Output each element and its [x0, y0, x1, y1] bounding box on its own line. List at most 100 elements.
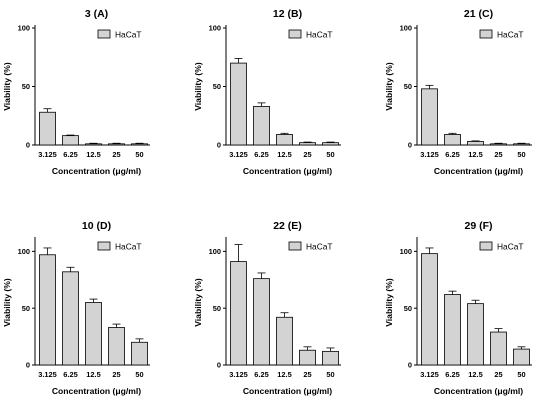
x-axis-label: Concentration (μg/ml) — [243, 386, 332, 396]
bar — [131, 143, 148, 146]
y-tick-label: 100 — [18, 24, 30, 33]
y-tick-label: 100 — [400, 24, 412, 33]
chart-title: 12 (B) — [273, 8, 302, 20]
x-axis-label: Concentration (μg/ml) — [434, 166, 523, 176]
x-tick-label: 3.125 — [420, 150, 439, 159]
y-tick-label: 50 — [213, 304, 221, 313]
bar — [276, 316, 293, 366]
bar — [421, 253, 438, 366]
bar — [444, 134, 461, 146]
x-tick-label: 50 — [135, 370, 143, 379]
x-tick-label: 6.25 — [63, 150, 77, 159]
bar — [299, 142, 316, 146]
bar — [421, 88, 438, 146]
y-tick-label: 50 — [404, 82, 412, 91]
x-axis-label: Concentration (μg/ml) — [52, 166, 141, 176]
bar — [62, 135, 79, 146]
legend-label: HaCaT — [306, 242, 333, 252]
x-tick-label: 50 — [326, 150, 334, 159]
x-tick-label: 25 — [112, 370, 120, 379]
bar — [253, 105, 270, 146]
y-axis-label: Viability (%) — [384, 278, 394, 327]
bar — [108, 143, 125, 146]
x-tick-label: 3.125 — [420, 370, 439, 379]
x-tick-label: 12.5 — [277, 150, 291, 159]
chart-title: 29 (F) — [464, 220, 492, 232]
y-tick-label: 100 — [400, 247, 412, 256]
y-tick-label: 0 — [408, 361, 412, 370]
chart-panel: 10 (D) 0 50 100 Viability (%) 3.125 6.25 12.5 25… — [2, 220, 150, 396]
y-tick-label: 0 — [408, 141, 412, 150]
x-tick-label: 6.25 — [63, 370, 77, 379]
x-tick-label: 3.125 — [38, 370, 57, 379]
x-tick-label: 25 — [494, 150, 502, 159]
y-tick-label: 0 — [26, 141, 30, 150]
bar — [444, 294, 461, 366]
chart-title: 22 (E) — [273, 220, 302, 232]
x-tick-label: 12.5 — [277, 370, 291, 379]
bar — [131, 341, 148, 366]
x-tick-label: 12.5 — [468, 150, 482, 159]
x-tick-label: 6.25 — [445, 150, 459, 159]
x-tick-label: 6.25 — [254, 150, 268, 159]
x-tick-label: 12.5 — [86, 150, 100, 159]
y-tick-label: 50 — [22, 82, 30, 91]
bar — [85, 302, 102, 366]
x-tick-label: 3.125 — [38, 150, 57, 159]
x-tick-label: 12.5 — [86, 370, 100, 379]
x-tick-label: 3.125 — [229, 370, 248, 379]
legend-label: HaCaT — [497, 242, 524, 252]
bar — [322, 350, 339, 366]
legend-swatch — [288, 241, 302, 251]
x-tick-label: 25 — [303, 370, 311, 379]
y-axis-label: Viability (%) — [2, 278, 12, 327]
x-tick-label: 3.125 — [229, 150, 248, 159]
x-tick-label: 50 — [517, 150, 525, 159]
bar — [513, 348, 530, 366]
legend-swatch — [97, 241, 111, 251]
bar — [490, 143, 507, 146]
bar — [322, 142, 339, 146]
chart-panel: 29 (F) 0 50 100 Viability (%) 3.125 6.25 12.5 25… — [384, 220, 532, 396]
bar — [253, 278, 270, 366]
legend-swatch — [479, 241, 493, 251]
x-tick-label: 12.5 — [468, 370, 482, 379]
legend-label: HaCaT — [497, 30, 524, 40]
bar — [276, 134, 293, 146]
y-axis-label: Viability (%) — [384, 62, 394, 111]
chart-panel: 22 (E) 0 50 100 Viability (%) 3.125 6.25 12.5 25… — [193, 220, 341, 396]
x-tick-label: 6.25 — [254, 370, 268, 379]
legend-swatch — [479, 29, 493, 39]
y-tick-label: 50 — [404, 304, 412, 313]
bar — [467, 141, 484, 146]
x-tick-label: 25 — [303, 150, 311, 159]
chart-title: 3 (A) — [85, 8, 108, 20]
chart-panel: 21 (C) 0 50 100 Viability (%) 3.125 6.25 12.5 25… — [384, 8, 532, 176]
x-tick-label: 25 — [112, 150, 120, 159]
bar — [108, 327, 125, 366]
legend-swatch — [97, 29, 111, 39]
x-tick-label: 50 — [135, 150, 143, 159]
x-tick-label: 6.25 — [445, 370, 459, 379]
legend-label: HaCaT — [115, 242, 142, 252]
y-tick-label: 50 — [213, 82, 221, 91]
chart-title: 21 (C) — [464, 8, 493, 20]
legend-swatch — [288, 29, 302, 39]
x-axis-label: Concentration (μg/ml) — [243, 166, 332, 176]
y-tick-label: 100 — [209, 247, 221, 256]
y-tick-label: 50 — [22, 304, 30, 313]
chart-panel: 12 (B) 0 50 100 Viability (%) 3.125 6.25 12.5 25… — [193, 8, 341, 176]
bar — [513, 143, 530, 146]
bar — [299, 349, 316, 366]
bar — [490, 331, 507, 366]
x-axis-label: Concentration (μg/ml) — [52, 386, 141, 396]
y-axis-label: Viability (%) — [193, 62, 203, 111]
legend-label: HaCaT — [306, 30, 333, 40]
y-tick-label: 100 — [209, 24, 221, 33]
bar — [230, 261, 247, 366]
x-tick-label: 50 — [517, 370, 525, 379]
bar — [62, 271, 79, 366]
y-tick-label: 0 — [217, 361, 221, 370]
y-axis-label: Viability (%) — [193, 278, 203, 327]
